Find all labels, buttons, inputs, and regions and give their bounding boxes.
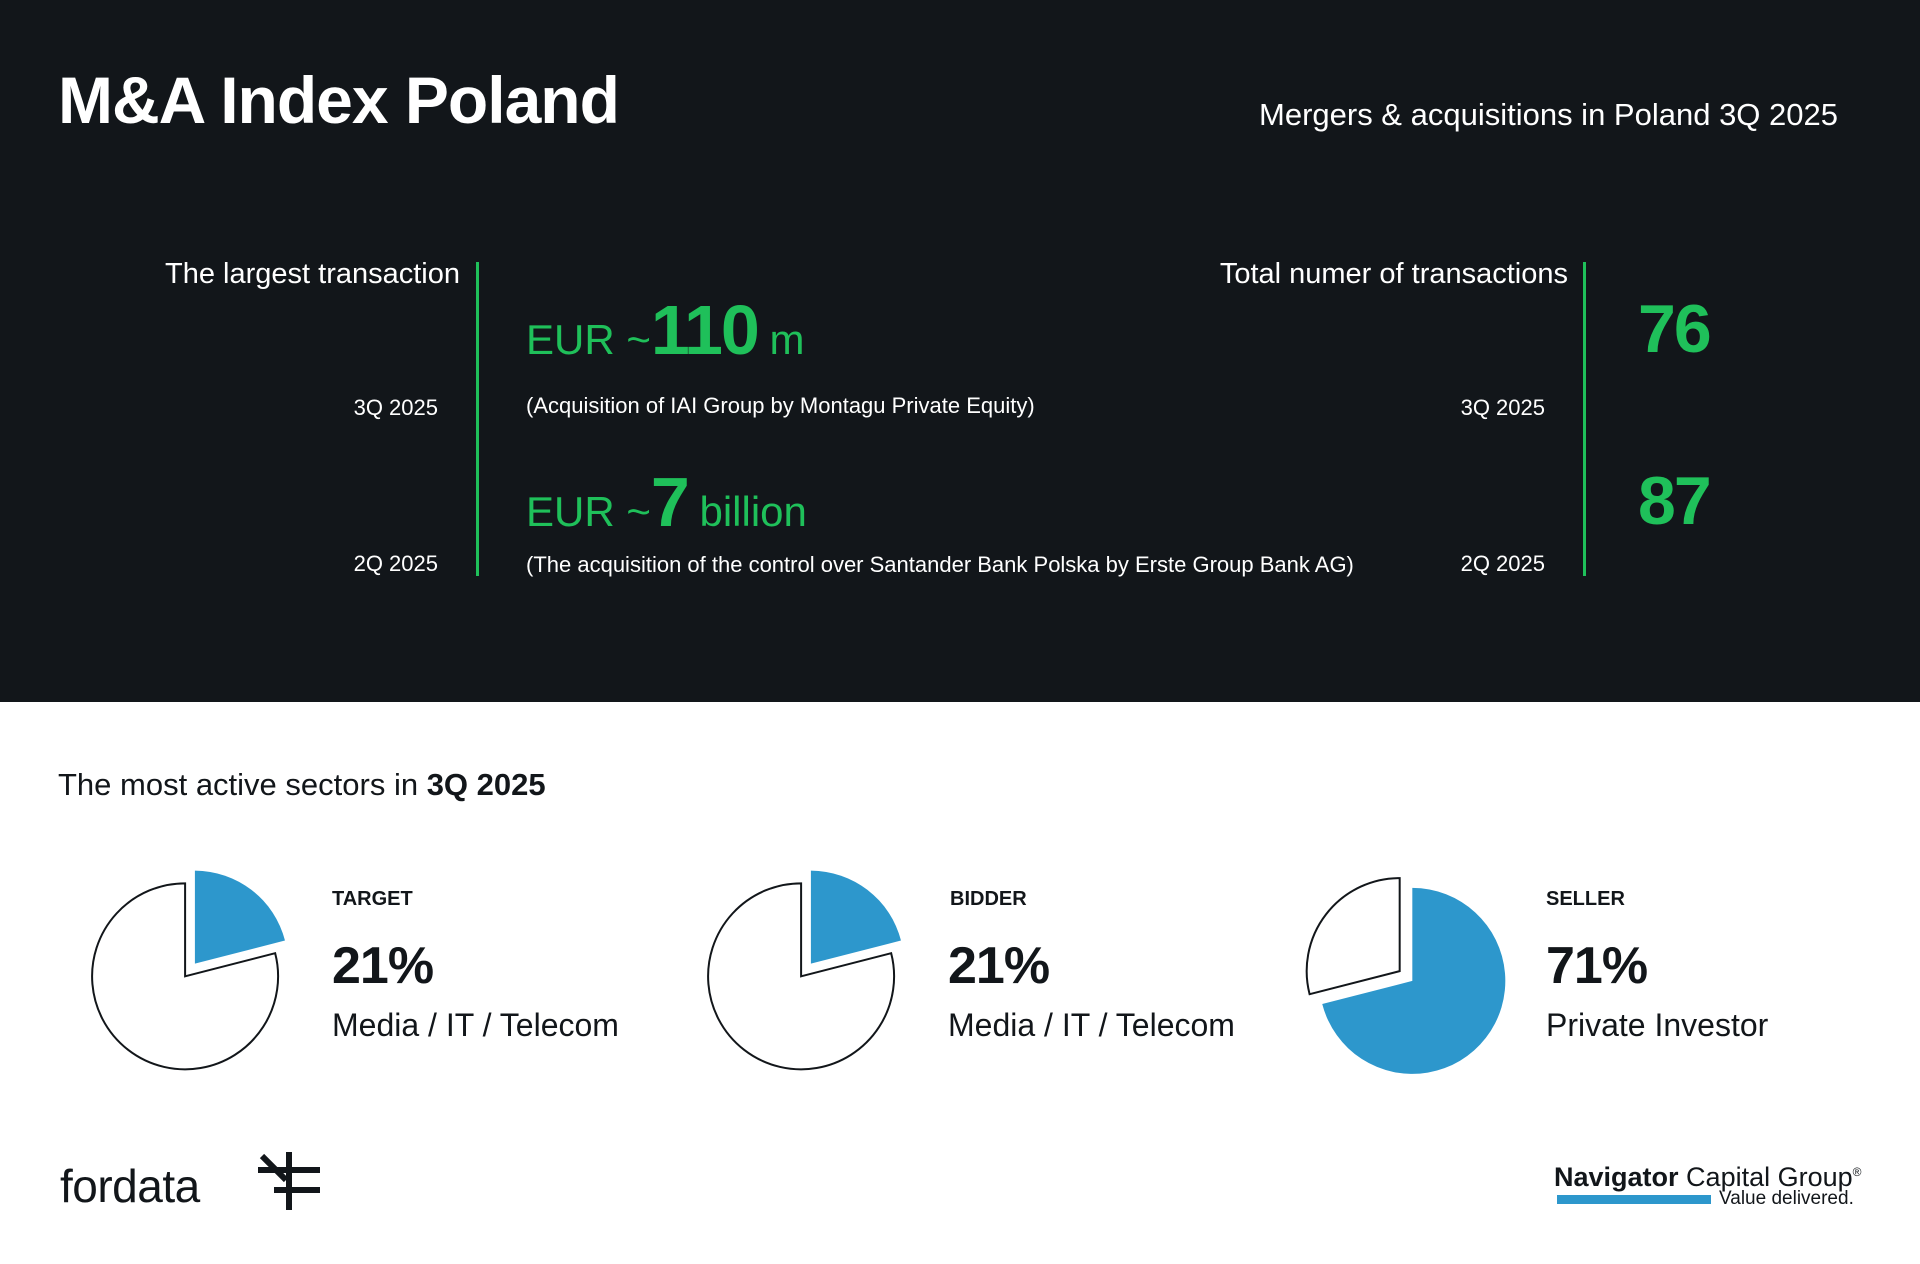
largest-quarter-3q: 3Q 2025 xyxy=(353,395,438,420)
pie-slice-remainder xyxy=(707,882,896,1071)
pie-slice-remainder xyxy=(91,882,280,1071)
seller-percent: 71% xyxy=(1546,937,1648,995)
target-category-label: TARGET xyxy=(332,888,413,910)
sectors-title: The most active sectors in 3Q 2025 xyxy=(58,765,546,805)
target-sector: Media / IT / Telecom xyxy=(332,1007,619,1043)
largest-transaction-label: The largest transaction xyxy=(165,258,460,290)
total-quarter-3q: 3Q 2025 xyxy=(1460,395,1545,420)
pie-slice-highlight xyxy=(810,870,901,964)
navigator-name-rest: Capital Group xyxy=(1678,1162,1853,1192)
registered-mark: ® xyxy=(1852,1165,1862,1179)
navigator-logo-bar xyxy=(1557,1195,1711,1204)
navigator-name: Navigator Capital Group® xyxy=(1554,1155,1861,1194)
page-title: M&A Index Poland xyxy=(58,63,620,137)
amount-value: 110 xyxy=(650,291,760,369)
largest-divider xyxy=(476,262,479,576)
total-transactions-label: Total numer of transactions xyxy=(1219,258,1568,290)
bidder-percent: 21% xyxy=(948,937,1050,995)
fordata-logo-icon xyxy=(258,1152,320,1210)
seller-category-label: SELLER xyxy=(1546,888,1625,910)
sectors-title-prefix: The most active sectors in xyxy=(58,767,427,802)
pie-slice-highlight xyxy=(194,870,285,964)
pie-slice-highlight xyxy=(1322,887,1506,1074)
bidder-sector: Media / IT / Telecom xyxy=(948,1007,1235,1043)
amount-unit: billion xyxy=(687,488,807,535)
pie-chart-bidder xyxy=(707,870,901,1071)
page-subtitle: Mergers & acquisitions in Poland 3Q 2025 xyxy=(1259,97,1838,132)
fordata-logo-text: fordata xyxy=(60,1160,200,1212)
pie-chart-seller xyxy=(1305,877,1506,1074)
largest-description-3q: (Acquisition of IAI Group by Montagu Pri… xyxy=(526,393,1035,418)
total-divider xyxy=(1583,262,1586,576)
largest-description-2q: (The acquisition of the control over San… xyxy=(526,552,1354,577)
largest-quarter-2q: 2Q 2025 xyxy=(353,551,438,576)
sectors-title-period: 3Q 2025 xyxy=(426,767,546,802)
currency-prefix: EUR ~ xyxy=(526,488,651,535)
navigator-tagline: Value delivered. xyxy=(1719,1188,1854,1209)
pie-chart-target xyxy=(91,870,285,1071)
amount-unit: m xyxy=(757,316,805,363)
pie-slice-remainder xyxy=(1305,877,1401,996)
amount-value: 7 xyxy=(650,463,690,541)
seller-sector: Private Investor xyxy=(1546,1007,1769,1043)
currency-prefix: EUR ~ xyxy=(526,316,651,363)
total-count-2q: 87 xyxy=(1638,463,1712,539)
navigator-capital-logo: Navigator Capital Group® Value delivered… xyxy=(1554,1155,1864,1215)
navigator-name-bold: Navigator xyxy=(1554,1162,1679,1192)
largest-amount-2q: EUR ~7 billion xyxy=(526,467,807,544)
total-quarter-2q: 2Q 2025 xyxy=(1460,551,1545,576)
bidder-category-label: BIDDER xyxy=(950,888,1027,910)
total-count-3q: 76 xyxy=(1638,291,1712,367)
largest-amount-3q: EUR ~110 m xyxy=(526,295,805,372)
target-percent: 21% xyxy=(332,937,434,995)
summary-panel: M&A Index Poland Mergers & acquisitions … xyxy=(0,0,1920,702)
